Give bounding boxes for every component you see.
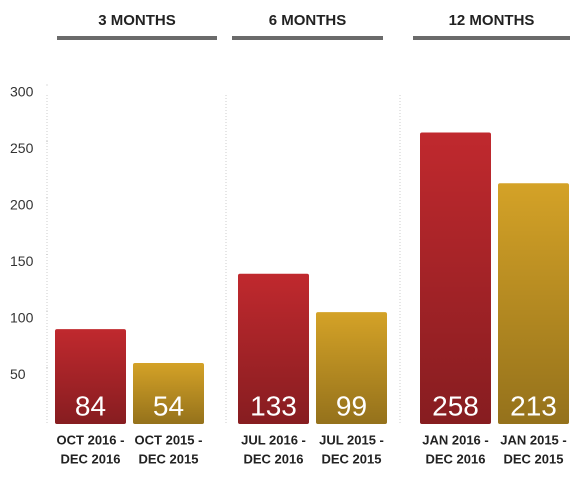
x-tick-label: JUL 2015 - <box>319 432 384 447</box>
x-tick-label: DEC 2015 <box>504 451 564 466</box>
value-label: 133 <box>250 390 297 421</box>
bar-shade <box>133 362 204 424</box>
value-label: 54 <box>153 390 184 421</box>
y-tick-label: 250 <box>10 140 34 156</box>
y-tick-label: 150 <box>10 253 34 269</box>
bar-shade <box>420 132 491 424</box>
x-tick-label: DEC 2015 <box>322 451 382 466</box>
x-tick-label: OCT 2015 - <box>135 432 203 447</box>
y-tick-label: 100 <box>10 310 34 326</box>
x-tick-label: JUL 2016 - <box>241 432 306 447</box>
header-underline <box>57 36 217 40</box>
y-tick-label: 50 <box>10 366 26 382</box>
x-tick-label: DEC 2015 <box>139 451 199 466</box>
x-tick-label: DEC 2016 <box>244 451 304 466</box>
x-tick-label: DEC 2016 <box>61 451 121 466</box>
value-label: 258 <box>432 390 479 421</box>
value-label: 213 <box>510 390 557 421</box>
group-header: 12 MONTHS <box>449 12 535 29</box>
value-label: 84 <box>75 390 106 421</box>
value-label: 99 <box>336 390 367 421</box>
x-tick-label: JAN 2015 - <box>500 432 566 447</box>
group-header: 3 MONTHS <box>98 12 176 29</box>
group-header: 6 MONTHS <box>269 12 347 29</box>
header-underline <box>232 36 383 40</box>
x-tick-label: JAN 2016 - <box>422 432 488 447</box>
y-tick-label: 200 <box>10 197 34 213</box>
x-tick-label: OCT 2016 - <box>57 432 125 447</box>
bar-shade <box>316 312 387 424</box>
bar-shade <box>238 273 309 424</box>
y-tick-label: 300 <box>10 84 34 100</box>
bar-shade <box>55 329 126 424</box>
header-underline <box>413 36 570 40</box>
x-tick-label: DEC 2016 <box>426 451 486 466</box>
bar-shade <box>498 183 569 424</box>
